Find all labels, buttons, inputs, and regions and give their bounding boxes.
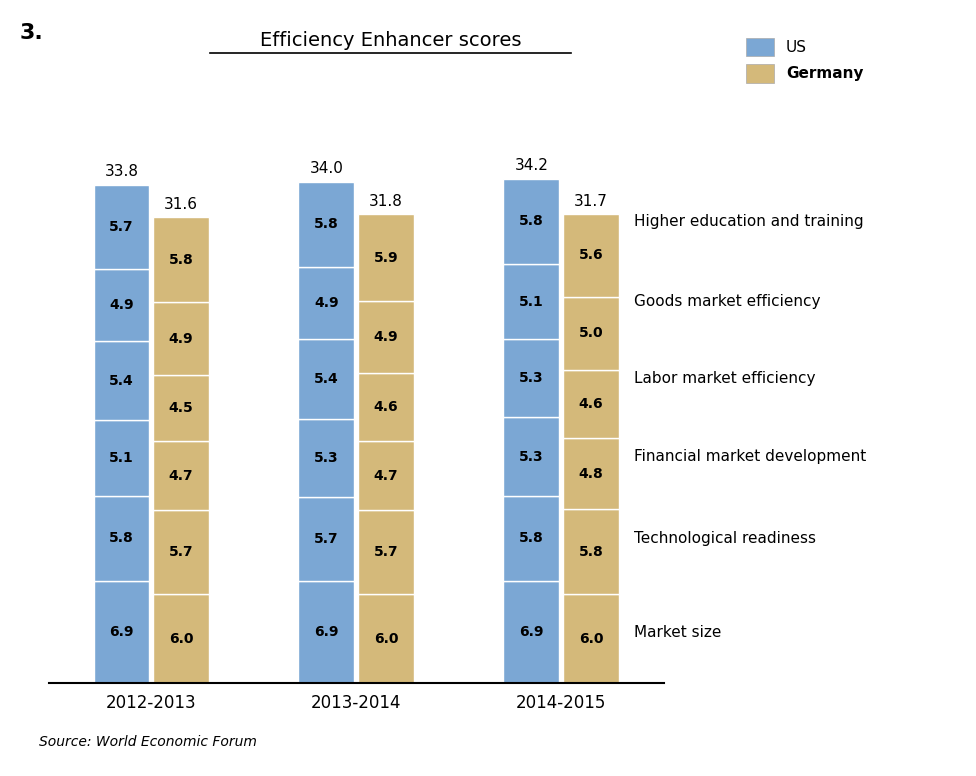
Bar [153,594,209,683]
Text: 5.1: 5.1 [109,451,134,465]
Text: 5.8: 5.8 [519,214,544,228]
Bar [563,438,619,509]
Text: 5.1: 5.1 [519,295,544,309]
Text: 5.8: 5.8 [519,532,544,546]
Text: Efficiency Enhancer scores: Efficiency Enhancer scores [260,32,521,50]
Bar [358,441,414,511]
Text: 5.3: 5.3 [519,449,544,463]
Text: 5.4: 5.4 [314,372,339,386]
Text: 5.4: 5.4 [109,373,134,388]
Bar [358,511,414,594]
Text: 5.7: 5.7 [109,220,134,234]
Text: 6.0: 6.0 [374,632,398,646]
Text: 6.0: 6.0 [169,632,193,646]
Bar [299,339,354,419]
Text: Goods market efficiency: Goods market efficiency [633,294,821,310]
Bar [94,341,149,421]
Bar [94,185,149,268]
Text: Source: World Economic Forum: Source: World Economic Forum [39,735,257,749]
Text: 4.9: 4.9 [169,331,193,345]
Text: 31.6: 31.6 [164,197,198,212]
Bar [153,511,209,594]
Bar [94,268,149,341]
Text: 5.9: 5.9 [374,251,398,265]
Bar [563,594,619,683]
Text: 6.9: 6.9 [109,625,134,639]
Text: Higher education and training: Higher education and training [633,214,864,229]
Text: 5.3: 5.3 [314,451,339,465]
Bar [504,339,559,417]
Text: Technological readiness: Technological readiness [633,531,816,546]
Bar [504,496,559,581]
Bar [563,296,619,370]
Text: 31.8: 31.8 [369,194,403,209]
Text: 4.7: 4.7 [169,469,193,483]
Bar [504,178,559,264]
Bar [358,214,414,301]
Text: 3.: 3. [20,23,43,43]
Bar [358,373,414,441]
Bar [153,217,209,303]
Bar [299,419,354,497]
Text: 4.6: 4.6 [374,400,398,414]
Text: 5.8: 5.8 [169,253,193,267]
Bar [153,441,209,511]
Bar [153,375,209,441]
Bar [153,303,209,375]
Text: 5.8: 5.8 [579,545,603,559]
Legend: US, Germany: US, Germany [739,30,872,90]
Text: 33.8: 33.8 [104,165,139,179]
Text: Labor market efficiency: Labor market efficiency [633,371,815,386]
Text: 4.8: 4.8 [579,466,603,480]
Bar [358,301,414,373]
Text: Market size: Market size [633,625,721,639]
Bar [358,594,414,683]
Bar [504,264,559,339]
Text: 4.9: 4.9 [374,330,398,344]
Text: 5.7: 5.7 [314,532,339,546]
Bar [94,421,149,496]
Text: 4.7: 4.7 [374,469,398,483]
Bar [299,581,354,683]
Bar [504,581,559,683]
Text: 34.2: 34.2 [514,158,549,174]
Text: 5.0: 5.0 [579,327,603,341]
Bar [94,496,149,581]
Text: 4.9: 4.9 [314,296,339,310]
Text: Financial market development: Financial market development [633,449,866,464]
Text: 4.6: 4.6 [579,397,603,411]
Text: 5.7: 5.7 [374,546,398,559]
Text: 4.5: 4.5 [169,401,193,415]
Text: 5.3: 5.3 [519,372,544,386]
Text: 31.7: 31.7 [574,194,608,209]
Bar [299,182,354,267]
Text: 34.0: 34.0 [309,161,344,176]
Text: 4.9: 4.9 [109,298,134,312]
Text: 5.7: 5.7 [169,546,193,559]
Text: 5.6: 5.6 [579,248,603,262]
Bar [299,497,354,581]
Text: 6.9: 6.9 [519,625,544,639]
Text: 6.0: 6.0 [579,632,603,646]
Bar [94,581,149,683]
Bar [563,509,619,594]
Text: 5.8: 5.8 [109,532,134,546]
Bar [504,417,559,496]
Text: 5.8: 5.8 [314,217,339,231]
Bar [563,214,619,296]
Bar [299,267,354,339]
Text: 6.9: 6.9 [314,625,339,639]
Bar [563,370,619,438]
